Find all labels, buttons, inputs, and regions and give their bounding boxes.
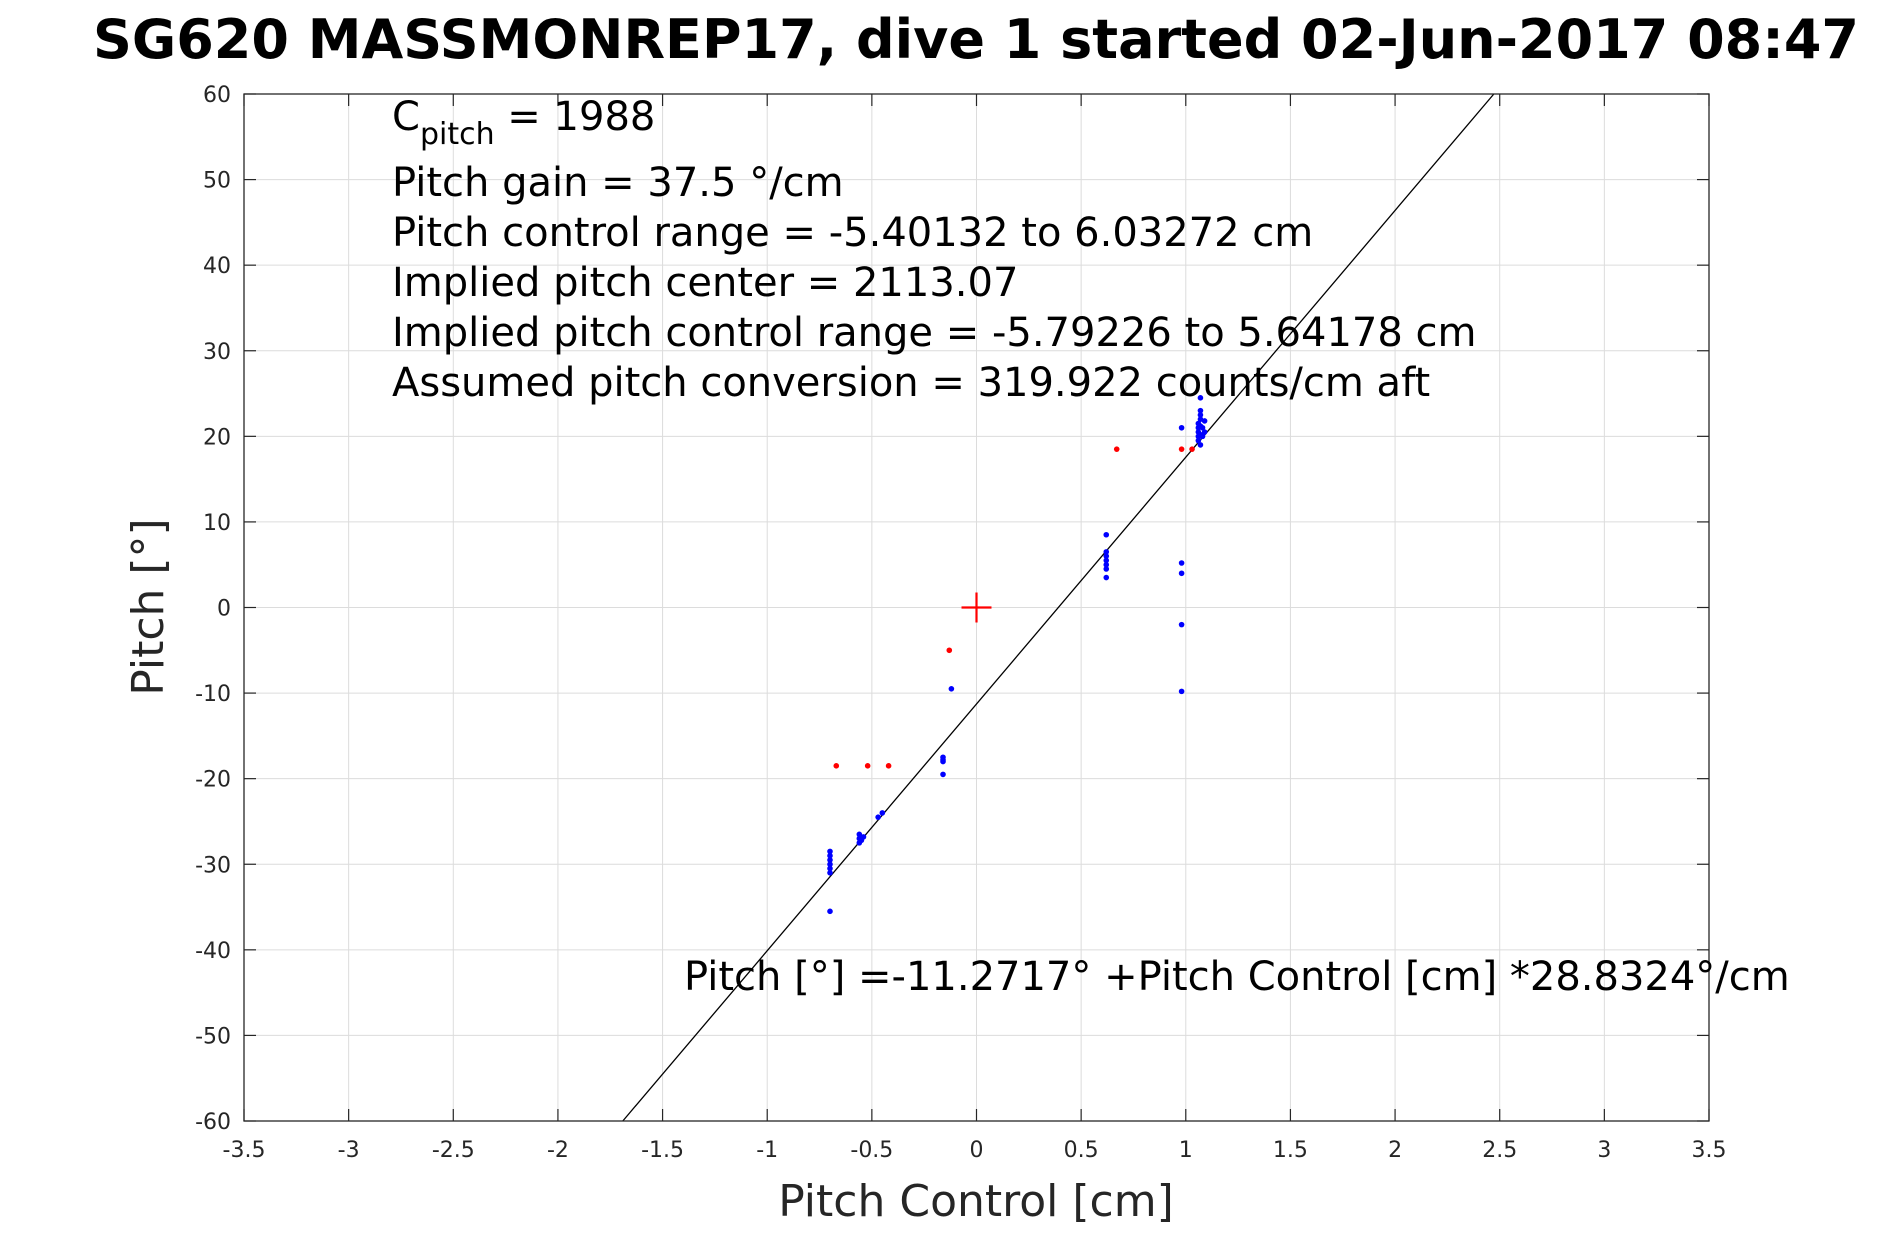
blue-data-point <box>940 771 946 778</box>
red-data-point <box>885 763 892 769</box>
blue-data-point <box>1197 442 1204 448</box>
y-tick-labels: -60 -50 -40 -30 -20 -10 0 10 20 30 40 50 60 <box>195 83 231 1135</box>
plot-frame <box>243 93 1710 1122</box>
annotation-conversion: Assumed pitch conversion = 319.922 count… <box>392 360 1430 406</box>
red-data-point <box>833 763 840 769</box>
x-tick-label: -1.5 <box>641 1138 684 1163</box>
annotation-c-pitch-value: = 1988 <box>495 94 656 140</box>
blue-data-point <box>1195 437 1202 444</box>
blue-data-point <box>1103 574 1110 581</box>
blue-data-point <box>1103 557 1110 564</box>
x-tick-label: 1 <box>1179 1138 1193 1163</box>
blue-data-point <box>827 908 833 915</box>
blue-data-point <box>1178 570 1185 577</box>
x-tick-label: 2.5 <box>1482 1138 1517 1163</box>
blue-data-point <box>1103 553 1110 559</box>
y-tick-label: 50 <box>203 169 231 194</box>
x-tick-label: 2 <box>1388 1138 1402 1163</box>
blue-data-point <box>1103 549 1110 555</box>
red-data-point <box>1113 446 1120 452</box>
y-tick-label: -50 <box>195 1024 231 1049</box>
x-tick-label: -0.5 <box>850 1138 893 1163</box>
annotation-control-range: Pitch control range = -5.40132 to 6.0327… <box>392 210 1313 256</box>
x-tick-label: 1.5 <box>1273 1138 1308 1163</box>
annotation-pitch-gain: Pitch gain = 37.5 °/cm <box>392 160 844 206</box>
y-axis-label: Pitch [°] <box>123 518 174 695</box>
x-tick-labels: -3.5 -3 -2.5 -2 -1.5 -1 -0.5 0 0.5 1 1.5 2 2.5 3 3.5 <box>223 1138 1727 1163</box>
chart-title: SG620 MASSMONREP17, dive 1 started 02-Ju… <box>93 8 1859 71</box>
x-tick-label: 3 <box>1597 1138 1611 1163</box>
blue-data-point <box>1201 429 1208 435</box>
fit-line-group <box>622 93 1495 1122</box>
blue-data-point <box>827 861 833 868</box>
annotation-c-pitch-subscript: pitch <box>420 117 495 152</box>
fit-line <box>622 93 1495 1122</box>
scatter-points <box>827 395 1208 915</box>
red-data-point <box>946 647 953 654</box>
y-tick-label: -20 <box>195 768 231 793</box>
blue-data-point <box>827 857 833 863</box>
blue-data-point <box>875 814 881 820</box>
blue-data-point <box>827 865 833 872</box>
blue-data-point <box>1103 561 1110 568</box>
blue-data-point <box>1178 621 1185 628</box>
blue-data-point <box>856 831 863 838</box>
blue-data-point <box>1197 412 1204 418</box>
x-tick-label: -1 <box>756 1138 778 1163</box>
blue-data-point <box>1197 416 1204 423</box>
blue-data-point <box>1178 424 1185 431</box>
blue-data-point <box>827 852 833 859</box>
blue-data-point <box>1199 433 1206 440</box>
red-data-point <box>1178 446 1185 452</box>
blue-data-point <box>1199 424 1206 431</box>
x-tick-label: -2.5 <box>432 1138 475 1163</box>
blue-data-point <box>1201 418 1208 424</box>
blue-data-point <box>1197 395 1204 401</box>
blue-data-point <box>1178 560 1185 566</box>
annotation-implied-range: Implied pitch control range = -5.79226 t… <box>392 310 1476 356</box>
y-tick-label: -10 <box>195 682 231 707</box>
x-tick-label: -2 <box>547 1138 569 1163</box>
y-tick-label: -30 <box>195 853 231 878</box>
annotation-implied-center: Implied pitch center = 2113.07 <box>392 260 1018 306</box>
blue-data-point <box>860 834 867 840</box>
x-tick-label: -3 <box>338 1138 360 1163</box>
annotation-c-pitch-main: C <box>392 94 420 140</box>
blue-data-point <box>1103 531 1110 538</box>
annotation-fit-equation: Pitch [°] =-11.2717° +Pitch Control [cm]… <box>684 954 1790 1000</box>
blue-data-point <box>948 686 955 692</box>
x-tick-label: 0 <box>970 1138 984 1163</box>
y-tick-label: 30 <box>203 340 231 365</box>
y-tick-label: 0 <box>217 597 231 622</box>
y-tick-label: 20 <box>203 425 231 450</box>
x-tick-label: -3.5 <box>223 1138 266 1163</box>
blue-data-point <box>940 757 946 763</box>
x-axis-label: Pitch Control [cm] <box>778 1176 1174 1227</box>
center-marker-group <box>961 592 992 623</box>
red-data-point <box>864 763 871 769</box>
blue-data-point <box>827 870 833 876</box>
x-tick-label: 0.5 <box>1064 1138 1099 1163</box>
y-tick-label: 10 <box>203 511 231 536</box>
blue-data-point <box>1103 566 1110 572</box>
blue-data-point <box>827 848 833 855</box>
parameter-annotations: Cpitch = 1988 Pitch gain = 37.5 °/cm Pit… <box>392 94 1790 1000</box>
y-tick-label: -40 <box>195 939 231 964</box>
y-tick-label: -60 <box>195 1110 231 1135</box>
x-tick-label: 3.5 <box>1692 1138 1727 1163</box>
blue-data-point <box>1178 688 1185 695</box>
blue-data-point <box>879 810 886 816</box>
red-data-point <box>1189 446 1195 452</box>
y-tick-label: 60 <box>203 83 231 108</box>
y-tick-label: 40 <box>203 254 231 279</box>
annotation-c-pitch: Cpitch = 1988 <box>392 94 655 152</box>
blue-data-point <box>1197 407 1204 414</box>
